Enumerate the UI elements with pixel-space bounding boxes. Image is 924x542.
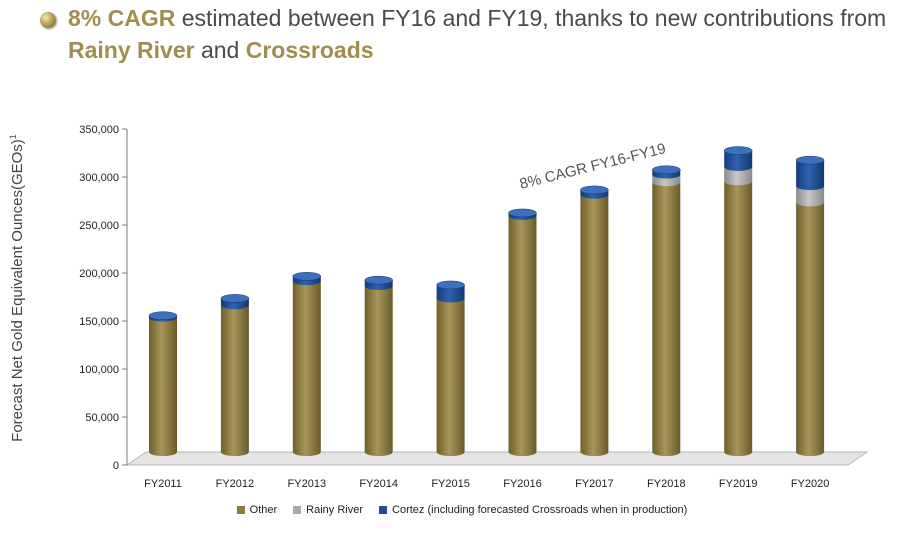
bar-top-cap bbox=[795, 155, 825, 165]
legend-label: Rainy River bbox=[306, 504, 364, 516]
y-tick-label: 150,000 bbox=[79, 316, 119, 328]
bar-rainy-river bbox=[724, 166, 753, 186]
x-tick-label: FY2011 bbox=[144, 478, 182, 490]
bar-other bbox=[436, 298, 465, 456]
y-axis-label-wrap: Forecast Net Gold Equivalent Ounces(GEOs… bbox=[2, 105, 32, 470]
bar-other bbox=[796, 202, 825, 456]
bar-top-cap bbox=[220, 294, 250, 303]
bar-top-cap bbox=[292, 272, 322, 281]
x-tick-label: FY2012 bbox=[216, 478, 255, 490]
bar-top-cap bbox=[723, 146, 753, 155]
title-highlight-rainy-river: Rainy River bbox=[68, 37, 195, 63]
x-tick-label: FY2019 bbox=[719, 478, 758, 490]
title-text: 8% CAGR estimated between FY16 and FY19,… bbox=[68, 2, 910, 66]
bar-top-cap bbox=[508, 208, 537, 218]
bar-cortez bbox=[796, 160, 825, 191]
slide-title: 8% CAGR estimated between FY16 and FY19,… bbox=[40, 2, 910, 66]
bar-top-cap bbox=[148, 311, 178, 320]
legend-swatch bbox=[379, 506, 388, 515]
bar-other bbox=[580, 194, 609, 456]
legend-item-rainy-river: Rainy River bbox=[293, 504, 363, 516]
bar-other bbox=[292, 281, 321, 456]
gold-sphere-bullet-icon bbox=[40, 12, 56, 28]
legend-swatch bbox=[293, 506, 302, 515]
y-tick-label: 200,000 bbox=[79, 268, 119, 280]
legend: Other Rainy River Cortez (including foreca… bbox=[0, 504, 924, 516]
bar-top-cap bbox=[652, 165, 681, 175]
title-text-part2: and bbox=[194, 37, 246, 63]
bar-top-cap bbox=[436, 280, 465, 290]
y-axis-label: Forecast Net Gold Equivalent Ounces(GEOs… bbox=[8, 134, 26, 442]
bar-top-cap bbox=[364, 275, 393, 285]
bar-other bbox=[220, 305, 249, 456]
x-tick-label: FY2016 bbox=[503, 478, 542, 490]
y-tick-label: 50,000 bbox=[85, 412, 119, 424]
x-tick-label: FY2017 bbox=[575, 478, 614, 490]
x-tick-label: FY2015 bbox=[431, 478, 470, 490]
y-tick-label: 350,000 bbox=[79, 124, 119, 136]
x-tick-label: FY2014 bbox=[359, 478, 398, 490]
y-tick-label: 300,000 bbox=[79, 172, 119, 184]
y-axis-label-text: Forecast Net Gold Equivalent Ounces(GEOs… bbox=[9, 138, 26, 442]
title-highlight-crossroads: Crossroads bbox=[245, 37, 374, 63]
y-tick-label: 100,000 bbox=[79, 364, 119, 376]
x-tick-label: FY2020 bbox=[791, 478, 830, 490]
legend-item-other: Other bbox=[236, 504, 278, 516]
cagr-annotation: 8% CAGR FY16-FY19 bbox=[518, 140, 668, 193]
legend-label: Cortez (including forecasted Crossroads … bbox=[392, 504, 688, 516]
legend-label: Other bbox=[249, 504, 278, 516]
bar-other bbox=[149, 317, 177, 456]
legend-swatch bbox=[236, 506, 245, 515]
bar-other bbox=[364, 285, 393, 456]
bar-cortez bbox=[724, 150, 753, 171]
y-tick-label: 0 bbox=[113, 460, 119, 472]
x-tick-label: FY2013 bbox=[288, 478, 327, 490]
bar-other bbox=[508, 215, 537, 456]
bar-other bbox=[652, 182, 681, 457]
title-highlight-cagr: 8% CAGR bbox=[68, 5, 176, 31]
legend-item-cortez: Cortez (including forecasted Crossroads … bbox=[379, 504, 687, 516]
bar-rainy-river bbox=[796, 186, 825, 207]
title-text-part1: estimated between FY16 and FY19, thanks … bbox=[175, 5, 887, 31]
bar-top-cap bbox=[580, 185, 609, 195]
y-axis-label-superscript: 1 bbox=[8, 133, 18, 139]
bar-cortez bbox=[436, 284, 465, 303]
bar-other bbox=[724, 181, 753, 456]
y-tick-label: 250,000 bbox=[79, 220, 119, 232]
x-tick-label: FY2018 bbox=[647, 478, 686, 490]
